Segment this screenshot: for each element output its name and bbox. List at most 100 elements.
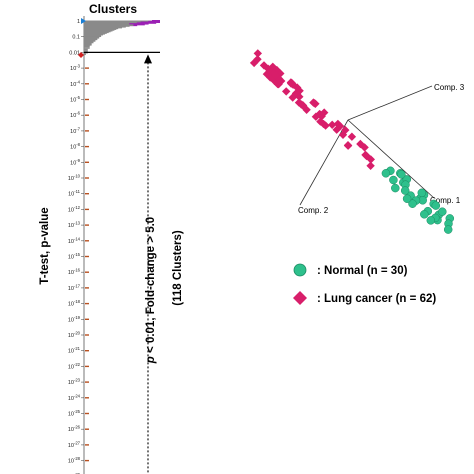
minor-mark bbox=[85, 287, 89, 289]
cluster-bar bbox=[84, 53, 86, 56]
y-tick-label: 10-21 bbox=[68, 346, 81, 355]
cluster-bar bbox=[84, 45, 90, 48]
normal-point bbox=[397, 170, 406, 179]
y-tick-label: 10-14 bbox=[68, 236, 81, 245]
legend: : Normal (n = 30) : Lung cancer (n = 62) bbox=[293, 263, 436, 305]
chart-title: Clusters bbox=[89, 2, 137, 16]
lung-cancer-point bbox=[341, 125, 350, 135]
minor-mark bbox=[85, 161, 89, 163]
normal-point bbox=[391, 183, 400, 193]
minor-mark bbox=[85, 193, 89, 195]
axis-comp3 bbox=[347, 85, 433, 121]
normal-point bbox=[438, 207, 447, 216]
minor-mark bbox=[85, 224, 89, 226]
minor-mark bbox=[85, 255, 89, 258]
y-tick-label: 10-5 bbox=[70, 95, 81, 104]
lung-cancer-point bbox=[362, 151, 371, 161]
y-tick-label: 10-22 bbox=[68, 362, 81, 371]
normal-points bbox=[381, 166, 455, 234]
minor-mark bbox=[85, 428, 89, 430]
minor-mark bbox=[85, 98, 89, 101]
normal-point bbox=[431, 201, 441, 210]
minor-mark bbox=[85, 381, 89, 383]
y-tick-label: 10-25 bbox=[68, 409, 81, 418]
minor-mark bbox=[85, 177, 89, 179]
lung-cancer-point bbox=[253, 49, 262, 58]
threshold-condition: < 0.01, Fold-change > 5.0 bbox=[145, 217, 157, 356]
y-tick-label: 10-27 bbox=[68, 440, 81, 449]
cluster-count: (118 Clusters) bbox=[172, 230, 184, 306]
normal-point bbox=[402, 194, 412, 203]
y-tick-label: 10-8 bbox=[70, 142, 81, 151]
minor-mark bbox=[85, 208, 89, 211]
minor-mark bbox=[85, 318, 89, 320]
lung-cancer-point bbox=[271, 70, 280, 80]
legend-normal-marker bbox=[293, 263, 307, 277]
lung-cancer-point bbox=[328, 120, 337, 129]
y-tick-label: 10-19 bbox=[68, 315, 81, 324]
lung-cancer-point bbox=[282, 87, 291, 96]
lung-cancer-point bbox=[309, 98, 318, 107]
normal-point bbox=[443, 225, 453, 234]
cluster-bar bbox=[84, 48, 88, 51]
y-tick-label: 10-13 bbox=[68, 221, 81, 230]
minor-mark bbox=[85, 240, 89, 242]
axis-label-comp3: Comp. 3 bbox=[434, 83, 465, 92]
cluster-bar bbox=[84, 47, 90, 49]
minor-mark bbox=[85, 302, 89, 305]
y-tick-label: 10-29 bbox=[68, 472, 81, 474]
lung-cancer-point bbox=[294, 98, 304, 107]
axis-comp2 bbox=[299, 119, 349, 206]
lung-cancer-point bbox=[288, 93, 297, 102]
minor-mark bbox=[85, 130, 89, 132]
threshold-annotation: p < 0.01, Fold-change > 5.0 bbox=[145, 217, 157, 364]
minor-mark bbox=[85, 444, 89, 446]
threshold-marker bbox=[78, 52, 84, 58]
y-tick-label: 10-15 bbox=[68, 252, 81, 261]
pvalue-panel: Clusters 1 0.1 0.01 10-3 10-4 10-5 10-6 10-7 10-… bbox=[39, 2, 184, 474]
top-marker bbox=[81, 18, 86, 24]
axis-comp1 bbox=[347, 119, 435, 199]
y-axis-ticks: 1 0.1 0.01 10-3 10-4 10-5 10-6 10-7 10-8 10-9 10-1… bbox=[68, 19, 84, 474]
y-tick-label: 10-7 bbox=[70, 126, 81, 135]
lung-cancer-point bbox=[316, 117, 325, 126]
legend-cancer-marker bbox=[293, 291, 307, 305]
y-tick-label: 10-6 bbox=[70, 111, 81, 120]
legend-cancer-label: : Lung cancer (n = 62) bbox=[317, 293, 436, 305]
y-tick-label: 10-24 bbox=[68, 393, 81, 402]
y-tick-label: 10-28 bbox=[68, 456, 81, 465]
y-tick-label: 10-9 bbox=[70, 158, 81, 167]
arrow-head bbox=[144, 54, 152, 64]
normal-point bbox=[426, 216, 436, 225]
lung-cancer-point bbox=[320, 108, 329, 117]
minor-mark bbox=[85, 114, 89, 116]
minor-mark bbox=[85, 145, 89, 148]
y-tick-label: 10-3 bbox=[70, 64, 81, 73]
y-tick-label: 10-18 bbox=[68, 299, 81, 308]
lung-cancer-point bbox=[295, 92, 304, 101]
lung-cancer-points bbox=[249, 49, 375, 170]
minor-mark bbox=[85, 83, 89, 85]
cluster-bars bbox=[84, 20, 160, 56]
y-tick-label: 0.1 bbox=[72, 35, 80, 41]
normal-point bbox=[381, 169, 391, 178]
legend-normal-label: : Normal (n = 30) bbox=[317, 265, 408, 277]
cluster-bar bbox=[84, 50, 88, 52]
y-tick-label: 10-11 bbox=[68, 189, 81, 198]
lung-cancer-point bbox=[259, 61, 269, 70]
minor-mark bbox=[85, 365, 89, 368]
lung-cancer-point bbox=[272, 66, 282, 75]
minor-mark bbox=[85, 271, 89, 273]
y-tick-label: 10-23 bbox=[68, 378, 81, 387]
y-tick-label: 10-4 bbox=[70, 79, 81, 88]
pca-axes: Comp. 1 Comp. 2 Comp. 3 bbox=[298, 83, 465, 215]
normal-point bbox=[400, 186, 410, 195]
lung-cancer-point bbox=[360, 143, 369, 152]
minor-marks bbox=[85, 67, 89, 462]
minor-mark bbox=[85, 334, 89, 336]
minor-mark bbox=[85, 350, 89, 352]
lung-cancer-point bbox=[277, 76, 286, 86]
y-tick-label: 10-20 bbox=[68, 331, 81, 340]
axis-label-comp1: Comp. 1 bbox=[430, 196, 461, 205]
